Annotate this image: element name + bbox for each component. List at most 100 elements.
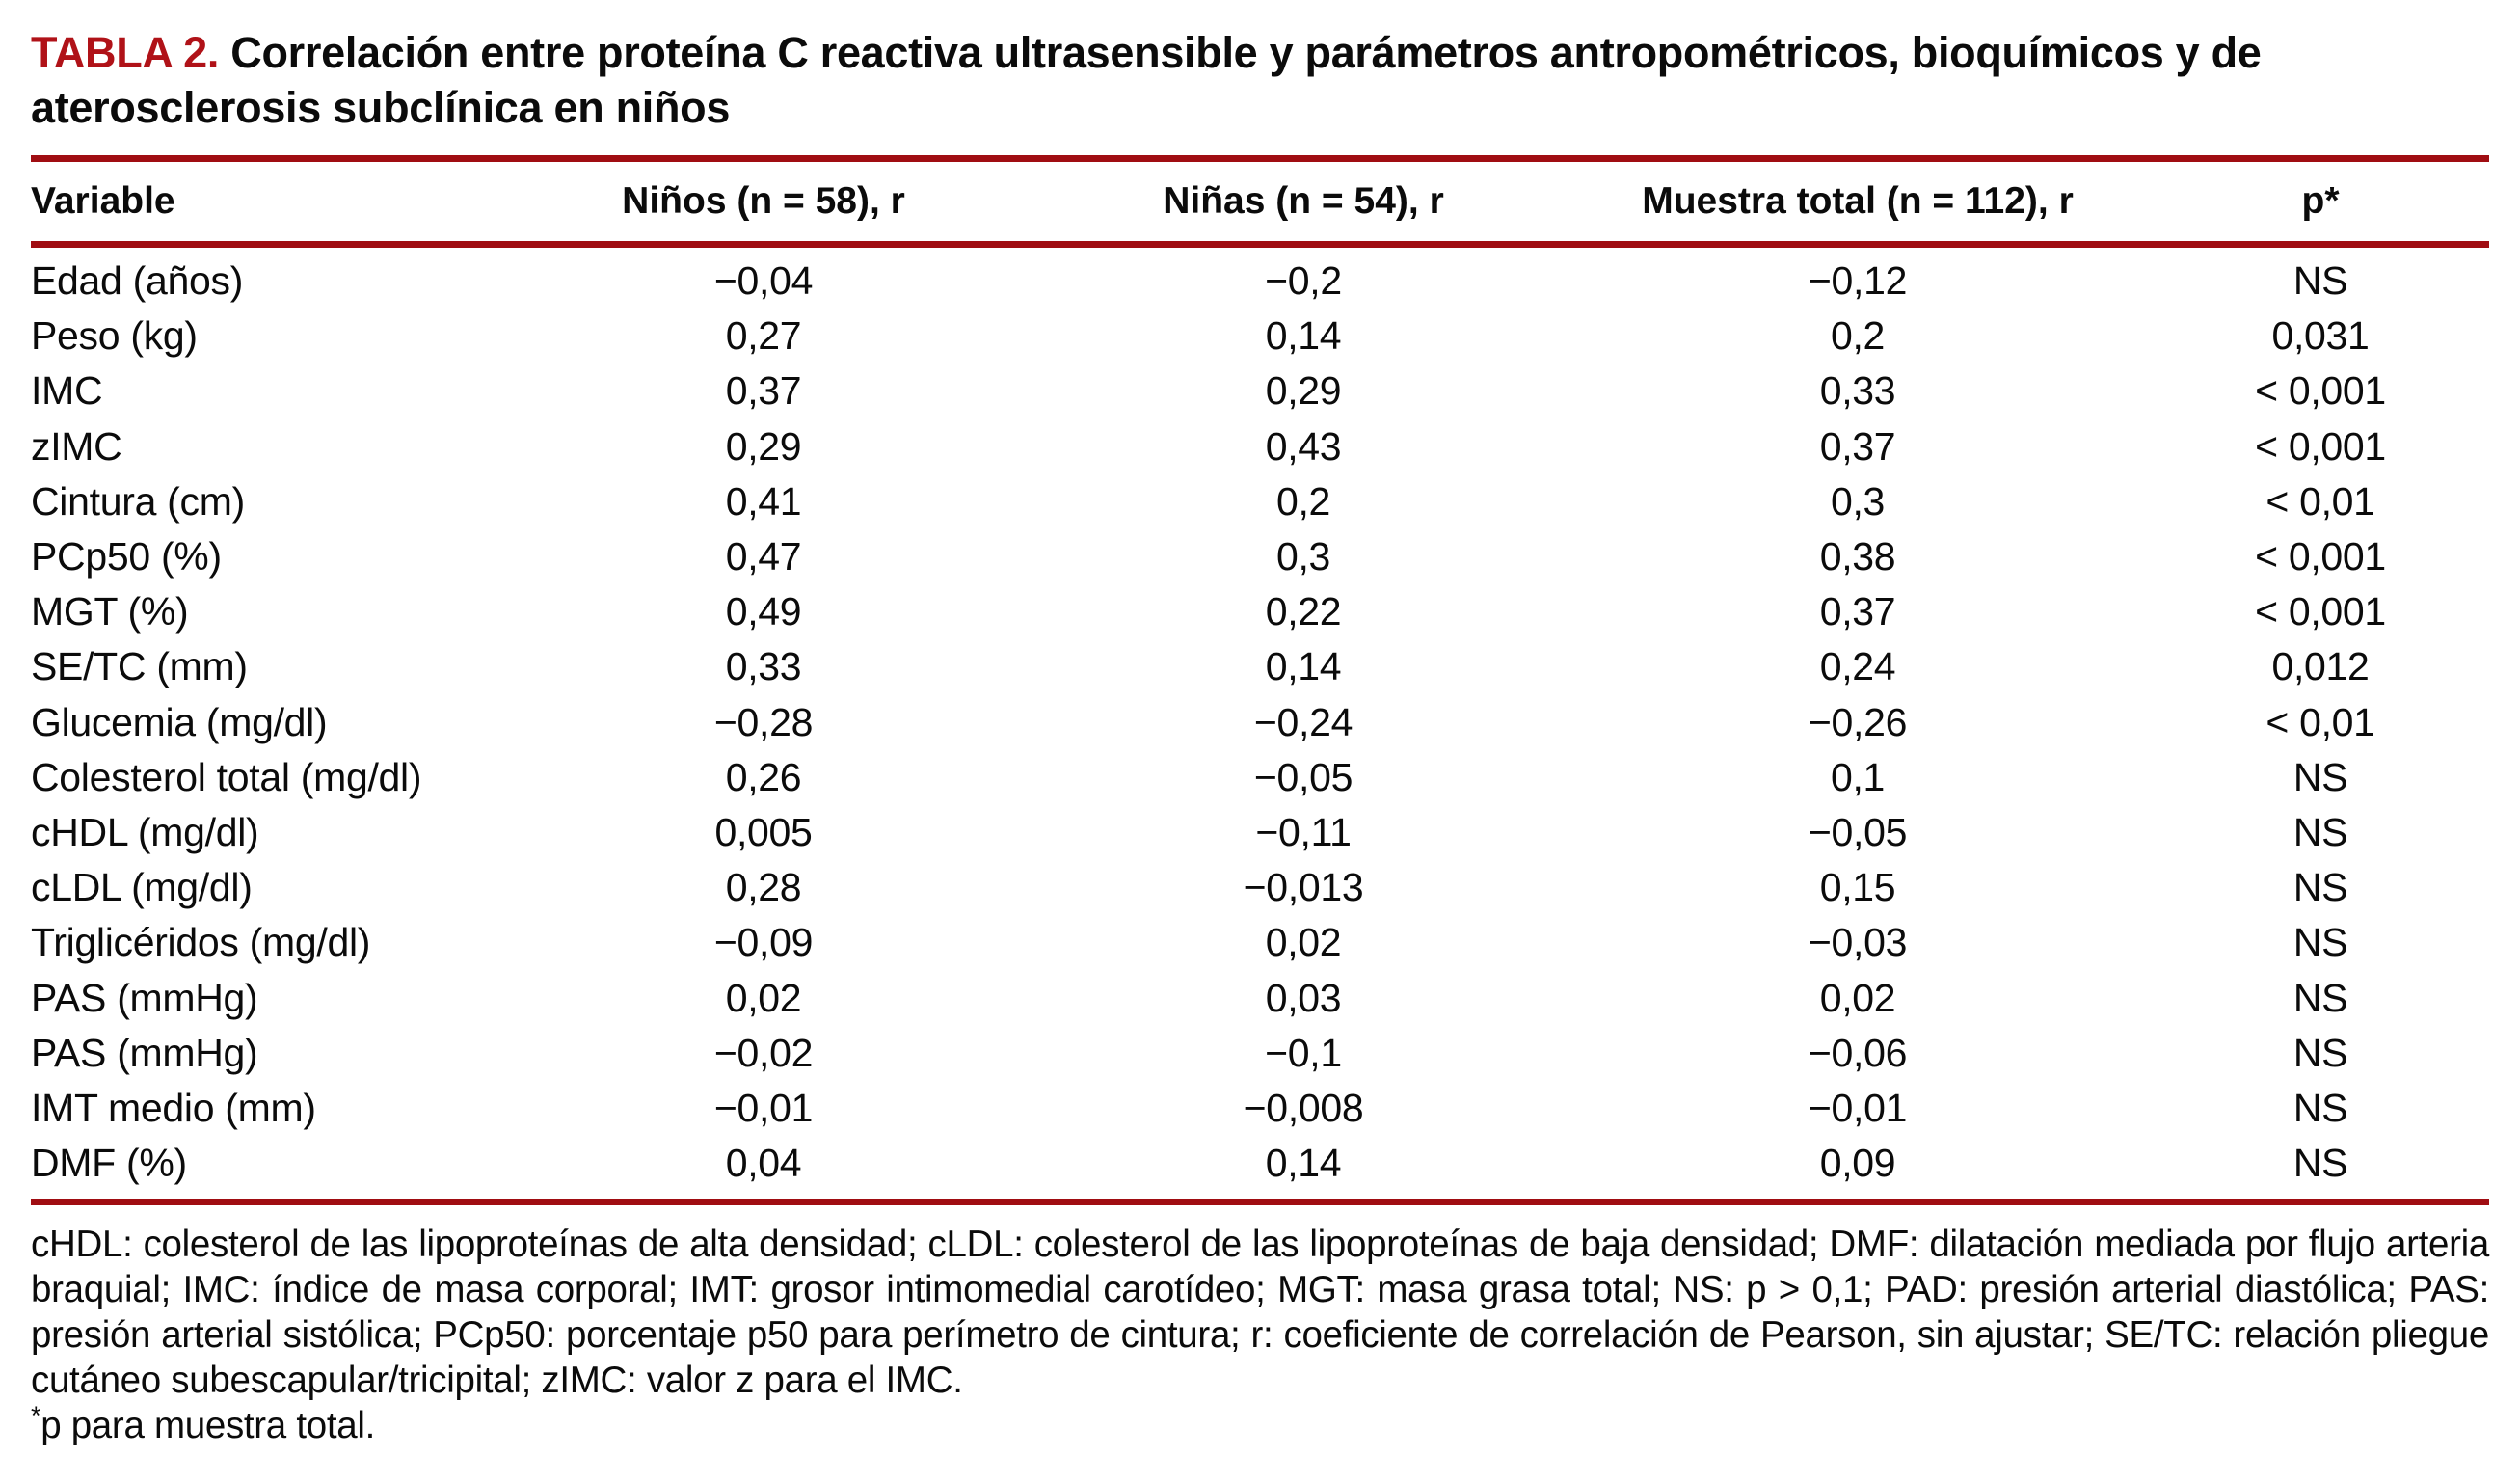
value-ninos: −0,09 xyxy=(713,920,814,965)
value-ninas: 0,2 xyxy=(1275,478,1331,524)
table-row: PCp50 (%) 0,47 0,3 0,38 < 0,001 xyxy=(31,529,2489,584)
value-p: < 0,01 xyxy=(2265,478,2375,524)
value-ninas: 0,14 xyxy=(1265,313,1342,359)
value-ninas: 0,02 xyxy=(1265,920,1342,965)
table-row: MGT (%) 0,49 0,22 0,37 < 0,001 xyxy=(31,584,2489,639)
value-muestra-total: −0,01 xyxy=(1808,1085,1908,1130)
value-muestra-total: 0,3 xyxy=(1830,478,1886,524)
value-p: NS xyxy=(2292,1030,2348,1075)
row-variable: Cintura (cm) xyxy=(31,478,245,524)
row-variable: PAS (mmHg) xyxy=(31,1030,258,1075)
value-muestra-total: 0,1 xyxy=(1830,754,1886,799)
value-ninas: −0,24 xyxy=(1253,699,1354,744)
table-row: PAS (mmHg) −0,02 −0,1 −0,06 NS xyxy=(31,1026,2489,1081)
bottom-rule xyxy=(31,1199,2489,1206)
table-row: cLDL (mg/dl) 0,28 −0,013 0,15 NS xyxy=(31,860,2489,915)
value-muestra-total: −0,06 xyxy=(1808,1030,1908,1075)
table-row: IMT medio (mm) −0,01 −0,008 −0,01 NS xyxy=(31,1081,2489,1136)
value-ninos: 0,41 xyxy=(725,478,802,524)
value-ninos: −0,01 xyxy=(713,1085,814,1130)
row-variable: MGT (%) xyxy=(31,589,189,634)
asterisk-note-text: p para muestra total. xyxy=(40,1405,375,1447)
value-ninos: 0,29 xyxy=(725,423,802,469)
table-row: Peso (kg) 0,27 0,14 0,2 0,031 xyxy=(31,309,2489,364)
row-variable: IMT medio (mm) xyxy=(31,1085,316,1130)
value-muestra-total: −0,12 xyxy=(1808,258,1908,304)
value-p: NS xyxy=(2292,1141,2348,1186)
row-variable: cLDL (mg/dl) xyxy=(31,865,253,910)
value-ninas: 0,03 xyxy=(1265,975,1342,1020)
value-ninos: 0,27 xyxy=(725,313,802,359)
value-ninos: 0,33 xyxy=(725,644,802,689)
value-muestra-total: 0,09 xyxy=(1819,1141,1896,1186)
value-ninas: 0,29 xyxy=(1265,368,1342,414)
value-p: < 0,001 xyxy=(2255,534,2386,580)
table-row: Colesterol total (mg/dl) 0,26 −0,05 0,1 NS xyxy=(31,750,2489,805)
value-muestra-total: 0,37 xyxy=(1819,589,1896,634)
top-rule xyxy=(31,155,2489,162)
value-muestra-total: 0,24 xyxy=(1819,644,1896,689)
value-ninas: 0,3 xyxy=(1275,534,1331,580)
row-variable: DMF (%) xyxy=(31,1141,187,1186)
value-p: 0,012 xyxy=(2271,644,2370,689)
row-variable: zIMC xyxy=(31,423,122,469)
value-muestra-total: 0,2 xyxy=(1830,313,1886,359)
table-row: SE/TC (mm) 0,33 0,14 0,24 0,012 xyxy=(31,639,2489,694)
value-p: NS xyxy=(2292,1085,2348,1130)
table-row: DMF (%) 0,04 0,14 0,09 NS xyxy=(31,1136,2489,1191)
value-ninos: 0,005 xyxy=(714,809,813,854)
row-variable: IMC xyxy=(31,368,103,414)
value-p: NS xyxy=(2292,809,2348,854)
value-ninos: 0,47 xyxy=(725,534,802,580)
row-variable: cHDL (mg/dl) xyxy=(31,809,259,854)
table-body: Edad (años) −0,04 −0,2 −0,12 NS Peso (kg) 0,27… xyxy=(31,248,2489,1199)
value-ninos: −0,28 xyxy=(713,699,814,744)
value-muestra-total: 0,33 xyxy=(1819,368,1896,414)
value-ninos: 0,26 xyxy=(725,754,802,799)
value-ninas: 0,14 xyxy=(1265,1141,1342,1186)
table-row: PAS (mmHg) 0,02 0,03 0,02 NS xyxy=(31,970,2489,1025)
row-variable: Triglicéridos (mg/dl) xyxy=(31,920,371,965)
value-p: NS xyxy=(2292,920,2348,965)
row-variable: SE/TC (mm) xyxy=(31,644,248,689)
value-p: < 0,001 xyxy=(2255,368,2386,414)
value-ninos: 0,28 xyxy=(725,865,802,910)
value-ninos: 0,02 xyxy=(725,975,802,1020)
value-p: < 0,01 xyxy=(2265,699,2375,744)
column-header-ninos: Niños (n = 58), r xyxy=(622,180,905,222)
row-variable: Peso (kg) xyxy=(31,313,198,359)
value-ninas: −0,05 xyxy=(1253,754,1354,799)
value-p: NS xyxy=(2292,754,2348,799)
table-row: zIMC 0,29 0,43 0,37 < 0,001 xyxy=(31,419,2489,474)
column-header-muestra-total: Muestra total (n = 112), r xyxy=(1642,180,2074,222)
column-header-p: p* xyxy=(2301,180,2340,222)
table-row: Triglicéridos (mg/dl) −0,09 0,02 −0,03 NS xyxy=(31,915,2489,970)
table-footnotes: cHDL: colesterol de las lipoproteínas de… xyxy=(31,1205,2489,1448)
table-row: Edad (años) −0,04 −0,2 −0,12 NS xyxy=(31,254,2489,309)
value-ninos: 0,04 xyxy=(725,1141,802,1186)
asterisk-note: *p para muestra total. xyxy=(31,1403,2489,1448)
value-p: NS xyxy=(2292,258,2348,304)
asterisk-symbol: * xyxy=(31,1401,41,1431)
column-header-variable: Variable xyxy=(31,180,175,222)
value-p: NS xyxy=(2292,975,2348,1020)
value-ninas: −0,008 xyxy=(1243,1085,1364,1130)
value-ninas: 0,14 xyxy=(1265,644,1342,689)
abbreviations-note: cHDL: colesterol de las lipoproteínas de… xyxy=(31,1224,2489,1402)
value-ninas: −0,11 xyxy=(1255,809,1352,854)
table-title-text: Correlación entre proteína C reactiva ul… xyxy=(31,28,2262,132)
value-ninos: −0,04 xyxy=(713,258,814,304)
value-muestra-total: 0,37 xyxy=(1819,423,1896,469)
value-muestra-total: −0,26 xyxy=(1808,699,1908,744)
value-p: 0,031 xyxy=(2271,313,2370,359)
table-row: cHDL (mg/dl) 0,005 −0,11 −0,05 NS xyxy=(31,805,2489,860)
value-ninas: 0,22 xyxy=(1265,589,1342,634)
value-muestra-total: −0,05 xyxy=(1808,809,1908,854)
value-ninas: −0,1 xyxy=(1265,1030,1342,1075)
value-p: NS xyxy=(2292,865,2348,910)
header-rule xyxy=(31,241,2489,248)
table-row: IMC 0,37 0,29 0,33 < 0,001 xyxy=(31,364,2489,418)
value-ninas: −0,2 xyxy=(1265,258,1342,304)
value-ninos: −0,02 xyxy=(713,1030,814,1075)
